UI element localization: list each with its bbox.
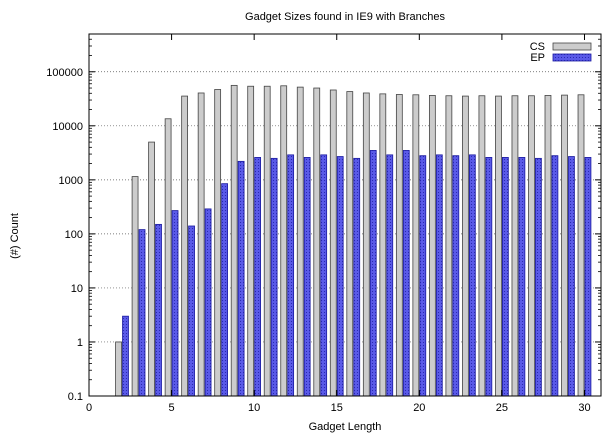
- y-tick-label: 100000: [46, 67, 83, 79]
- bar-cs: [313, 87, 321, 397]
- x-axis-label: Gadget Length: [309, 421, 382, 433]
- bar-cs: [445, 95, 453, 397]
- x-tick-label: 25: [496, 402, 508, 414]
- legend-label-cs: CS: [530, 41, 545, 53]
- bar-cs: [296, 86, 304, 397]
- y-tick-label: 0.1: [68, 391, 83, 403]
- x-tick-label: 5: [169, 402, 175, 414]
- bar-cs: [395, 94, 403, 397]
- bar-ep: [171, 210, 179, 397]
- y-tick-label: 1: [77, 337, 83, 349]
- x-tick-label: 0: [86, 402, 92, 414]
- bar-cs: [247, 85, 255, 397]
- bar-cs: [131, 176, 139, 397]
- bar-cs: [577, 94, 585, 397]
- bar-cs: [511, 95, 519, 397]
- bar-ep: [353, 157, 361, 397]
- bar-ep: [237, 160, 245, 397]
- bar-ep: [485, 157, 493, 397]
- bar-cs: [214, 89, 222, 397]
- y-tick-label: 10000: [52, 121, 83, 133]
- bar-cs: [164, 118, 172, 397]
- bar-cs: [263, 85, 271, 397]
- legend-swatch-cs: [552, 42, 592, 51]
- bar-ep: [584, 157, 592, 397]
- x-tick-label: 20: [413, 402, 425, 414]
- y-tick-label: 100: [65, 229, 83, 241]
- bar-ep: [287, 154, 295, 397]
- bar-cs: [197, 92, 205, 397]
- bar-ep: [535, 157, 542, 397]
- axis-ticks: 0.1 1 10 100 1000 10000 100000 0 5 10 15 20 25 30: [46, 34, 601, 414]
- legend-swatch-ep: [552, 53, 592, 62]
- bar-cs: [329, 89, 337, 397]
- bar-ep: [468, 154, 476, 397]
- bar-cs: [412, 94, 420, 397]
- bar-ep: [204, 208, 212, 397]
- bar-cs: [181, 95, 188, 397]
- bar-ep: [568, 156, 575, 397]
- bar-ep: [254, 157, 262, 397]
- x-tick-label: 15: [331, 402, 343, 414]
- bar-ep: [336, 156, 344, 397]
- bar-cs: [346, 91, 354, 397]
- bars: [115, 84, 592, 397]
- bar-ep: [386, 154, 394, 397]
- bar-cs: [528, 95, 535, 397]
- chart-title: Gadget Sizes found in IE9 with Branches: [245, 11, 445, 23]
- y-tick-label: 10: [71, 283, 83, 295]
- plot-frame: [88, 33, 602, 397]
- bar-cs: [115, 341, 122, 397]
- bar-ep: [502, 157, 509, 397]
- bar-ep: [138, 229, 146, 397]
- bar-cs: [462, 95, 469, 397]
- y-tick-label: 1000: [59, 175, 83, 187]
- bar-cs: [230, 84, 238, 397]
- bar-ep: [452, 155, 460, 397]
- bar-cs: [148, 141, 155, 397]
- bar-cs: [428, 95, 436, 397]
- bar-cs: [478, 95, 486, 397]
- legend-label-ep: EP: [530, 52, 545, 64]
- bar-cs: [544, 95, 552, 397]
- bar-cs: [280, 85, 288, 397]
- bar-ep: [122, 315, 129, 397]
- bar-cs: [379, 93, 387, 397]
- bar-ep: [551, 155, 559, 397]
- bar-ep: [155, 223, 162, 397]
- bar-ep: [435, 154, 443, 397]
- bar-ep: [369, 150, 377, 397]
- bar-ep: [402, 150, 410, 397]
- bar-ep: [188, 225, 195, 397]
- bar-cs: [561, 94, 568, 397]
- bar-ep: [419, 155, 427, 397]
- bar-ep: [320, 154, 328, 397]
- y-axis-label: (#) Count: [9, 213, 21, 259]
- x-tick-label: 30: [578, 402, 590, 414]
- bar-ep: [303, 157, 311, 397]
- bar-cs: [495, 95, 502, 397]
- bar-ep: [518, 157, 526, 397]
- bar-ep: [270, 157, 278, 397]
- x-tick-label: 10: [248, 402, 260, 414]
- bar-cs: [362, 92, 370, 397]
- bar-ep: [221, 183, 228, 397]
